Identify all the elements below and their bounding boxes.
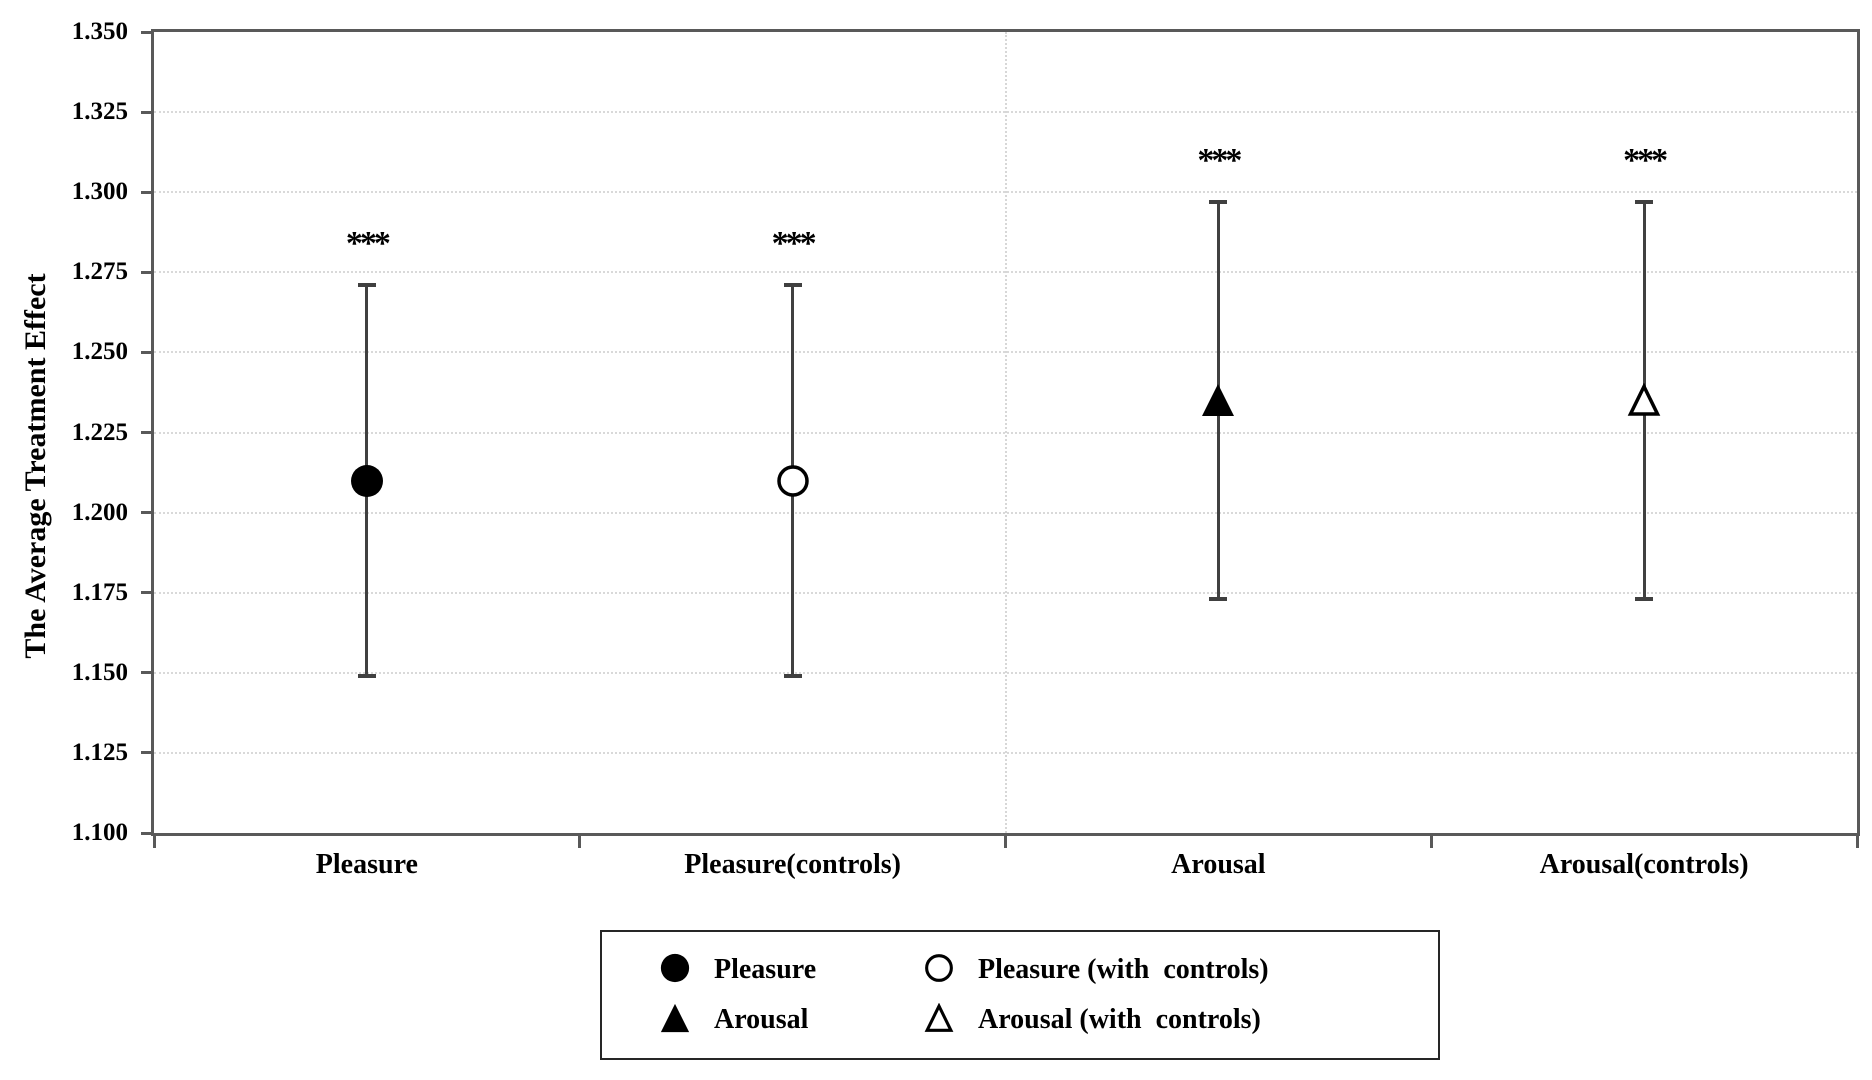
x-axis-category-label: Pleasure(controls)	[684, 849, 901, 880]
significance-stars: ***	[1197, 141, 1242, 179]
plot-area-border	[151, 29, 1860, 836]
x-axis-tick	[1855, 836, 1859, 848]
legend-item: Pleasure (with controls)	[924, 953, 1428, 988]
marker-triangle-open	[1627, 382, 1661, 417]
marker-circle-open	[776, 464, 810, 498]
x-axis-tick	[1429, 836, 1433, 848]
legend-item-label: Arousal (with controls)	[978, 1004, 1261, 1035]
y-axis-tick	[141, 190, 152, 194]
y-axis-tick	[141, 671, 152, 675]
legend: Pleasure Pleasure (with controls) Arousal A…	[600, 930, 1440, 1060]
marker-circle-filled	[350, 464, 384, 498]
legend-item-label: Pleasure (with controls)	[978, 954, 1269, 985]
x-axis-category-label: Arousal(controls)	[1539, 849, 1749, 880]
error-bar-cap-top	[1209, 199, 1228, 204]
y-tick-label: 1.175	[71, 578, 128, 606]
y-tick-label: 1.325	[71, 98, 128, 126]
y-tick-label: 1.100	[71, 819, 128, 846]
error-bar-cap-bottom	[1209, 597, 1228, 602]
y-tick-label: 1.250	[71, 338, 128, 366]
y-tick-label: 1.225	[71, 418, 128, 446]
error-bar-cap-bottom	[783, 674, 802, 678]
x-axis-category-label: Arousal	[1171, 849, 1266, 880]
legend-triangle-open-icon	[924, 1002, 954, 1038]
y-axis-tick	[141, 591, 152, 595]
x-axis-tick	[578, 836, 582, 848]
legend-triangle-filled-icon	[660, 1003, 690, 1038]
x-axis-category-label: Pleasure	[315, 849, 418, 880]
marker-triangle-filled	[1201, 383, 1235, 417]
x-axis-tick	[1004, 836, 1007, 848]
x-axis-tick	[152, 836, 156, 848]
legend-item: Pleasure	[660, 953, 924, 988]
y-axis-tick	[141, 30, 152, 34]
legend-item: Arousal (with controls)	[924, 1002, 1428, 1038]
y-axis-tick	[141, 751, 152, 755]
significance-stars: ***	[345, 225, 391, 263]
error-bar-cap-top	[357, 283, 376, 288]
y-axis-tick	[141, 350, 152, 354]
error-bar-cap-top	[783, 283, 802, 288]
y-axis-tick	[141, 431, 152, 434]
y-tick-label: 1.150	[71, 658, 128, 686]
y-axis-tick	[141, 511, 152, 515]
y-axis-tick	[141, 110, 152, 114]
y-tick-label: 1.200	[71, 498, 128, 526]
error-bar-cap-bottom	[1635, 597, 1654, 602]
legend-item: Arousal	[660, 1003, 924, 1038]
significance-stars: ***	[771, 225, 817, 263]
group-divider-line	[1004, 32, 1007, 833]
legend-item-label: Arousal	[714, 1004, 809, 1035]
y-axis-tick	[141, 831, 152, 835]
error-bar-cap-top	[1635, 199, 1654, 204]
legend-circle-open-icon	[924, 953, 954, 988]
legend-circle-filled-icon	[660, 953, 690, 988]
y-tick-label: 1.350	[71, 18, 128, 45]
y-axis-tick	[141, 270, 152, 274]
y-tick-label: 1.275	[71, 258, 128, 286]
significance-stars: ***	[1623, 141, 1668, 179]
y-tick-label: 1.300	[71, 178, 128, 206]
error-bar-cap-bottom	[357, 674, 376, 678]
legend-item-label: Pleasure	[714, 954, 817, 985]
y-tick-label: 1.125	[71, 738, 128, 766]
